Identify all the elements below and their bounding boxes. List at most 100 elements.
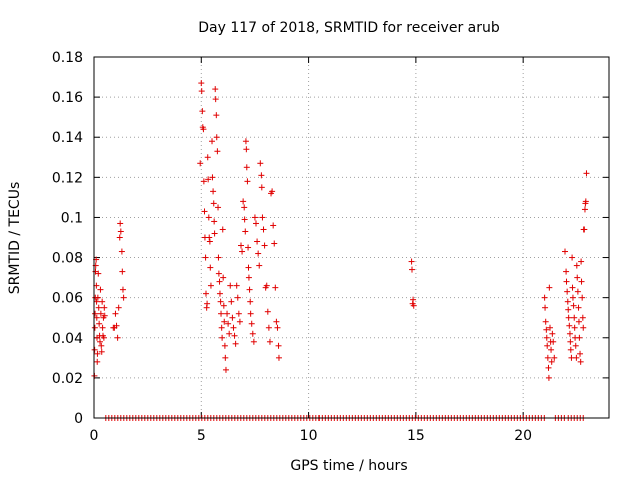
data-point xyxy=(227,282,234,289)
data-point xyxy=(220,274,227,281)
data-point xyxy=(235,310,242,317)
data-point xyxy=(572,342,579,349)
data-point xyxy=(564,288,571,295)
data-point xyxy=(247,298,254,305)
data-point xyxy=(207,282,214,289)
data-point xyxy=(563,268,570,275)
data-point xyxy=(260,226,267,233)
data-point xyxy=(115,304,122,311)
data-point xyxy=(274,324,281,331)
data-point xyxy=(263,282,270,289)
data-point xyxy=(270,222,277,229)
data-point xyxy=(207,264,214,271)
data-point xyxy=(119,268,126,275)
data-point xyxy=(239,248,246,255)
data-point xyxy=(205,214,212,221)
y-tick-label: 0.1 xyxy=(61,210,83,226)
y-tick-label: 0.06 xyxy=(52,291,83,307)
data-point xyxy=(248,320,255,327)
data-point xyxy=(94,358,101,365)
data-point xyxy=(219,334,226,341)
data-point xyxy=(258,172,265,179)
data-point xyxy=(549,330,556,337)
x-tick-label: 10 xyxy=(300,428,318,444)
data-point xyxy=(215,204,222,211)
data-point xyxy=(202,254,209,261)
x-tick-label: 15 xyxy=(407,428,425,444)
data-point xyxy=(264,308,271,315)
y-tick-label: 0.16 xyxy=(52,90,83,106)
data-point xyxy=(95,270,102,277)
data-point xyxy=(254,238,261,245)
data-point xyxy=(93,298,100,305)
data-point xyxy=(569,294,576,301)
data-point xyxy=(564,298,571,305)
data-point xyxy=(117,228,124,235)
data-point xyxy=(567,346,574,353)
data-point xyxy=(545,364,552,371)
data-point xyxy=(261,242,268,249)
data-point xyxy=(245,274,252,281)
data-point xyxy=(569,284,576,291)
data-point xyxy=(573,262,580,269)
data-point xyxy=(565,314,572,321)
data-point xyxy=(204,300,211,307)
data-point xyxy=(581,206,588,213)
data-point xyxy=(215,270,222,277)
data-point xyxy=(242,138,249,145)
data-point xyxy=(120,294,127,301)
data-point xyxy=(215,254,222,261)
data-point xyxy=(580,324,587,331)
data-point xyxy=(548,358,555,365)
data-point xyxy=(543,326,550,333)
data-point xyxy=(579,314,586,321)
x-axis-label: GPS time / hours xyxy=(290,458,407,474)
data-point xyxy=(234,294,241,301)
data-point xyxy=(209,138,216,145)
data-point xyxy=(545,374,552,381)
data-point xyxy=(212,96,219,103)
data-point xyxy=(250,338,257,345)
data-point xyxy=(206,234,213,241)
data-point xyxy=(198,80,205,87)
data-point xyxy=(232,340,239,347)
data-point xyxy=(256,262,263,269)
data-point xyxy=(546,324,553,331)
y-tick-label: 0.12 xyxy=(52,170,83,186)
data-point xyxy=(97,286,104,293)
data-point xyxy=(222,354,229,361)
data-point xyxy=(259,214,266,221)
data-point xyxy=(204,154,211,161)
data-point xyxy=(98,342,105,349)
data-point xyxy=(577,350,584,357)
data-point xyxy=(211,218,218,225)
y-tick-label: 0 xyxy=(74,411,83,427)
data-point xyxy=(201,208,208,215)
data-point xyxy=(224,310,231,317)
data-point xyxy=(212,86,219,93)
data-point xyxy=(96,320,103,327)
data-point xyxy=(544,342,551,349)
data-point xyxy=(410,302,417,309)
data-point xyxy=(113,322,120,329)
data-point xyxy=(221,318,228,325)
data-point xyxy=(95,304,102,311)
data-point xyxy=(408,258,415,265)
data-point xyxy=(98,348,105,355)
data-point xyxy=(245,244,252,251)
data-point xyxy=(221,342,228,349)
data-point xyxy=(114,334,121,341)
data-point xyxy=(273,318,280,325)
data-point xyxy=(116,234,123,241)
data-point xyxy=(573,354,580,361)
data-point xyxy=(258,184,265,191)
data-point xyxy=(246,286,253,293)
data-point xyxy=(213,134,220,141)
data-point xyxy=(244,178,251,185)
data-point xyxy=(118,248,125,255)
data-point xyxy=(275,354,282,361)
data-point xyxy=(578,258,585,265)
data-point xyxy=(101,304,108,311)
